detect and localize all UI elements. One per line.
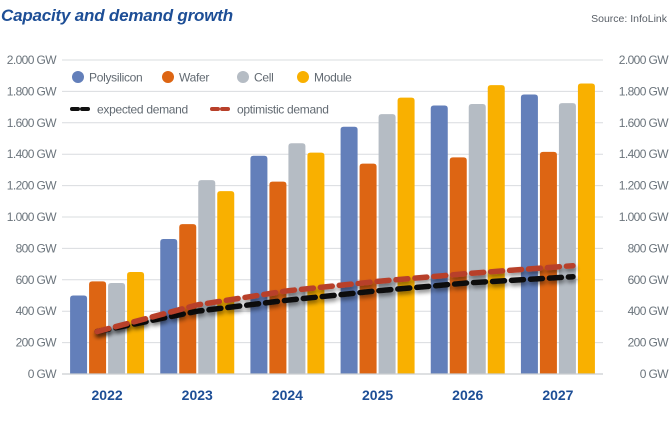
chart-title: Capacity and demand growth [1, 6, 233, 25]
y-tick-label-left: 1.600 GW [7, 116, 57, 130]
y-tick-label-left: 1.000 GW [7, 210, 57, 224]
source-note: Source: InfoLink [591, 13, 667, 25]
x-tick-label: 2026 [452, 387, 483, 403]
bar-wafer-2027 [539, 151, 557, 374]
legend-marker-module [297, 71, 309, 83]
legend-item-wafer: Wafer [162, 71, 210, 85]
legend-item-optimistic-demand: optimistic demand [210, 103, 329, 117]
bar-wafer-2024 [269, 181, 287, 374]
legend-item-cell: Cell [237, 71, 274, 85]
y-tick-label-right: 1.200 GW [619, 179, 669, 193]
y-tick-label-left: 2.000 GW [7, 53, 57, 67]
bar-wafer-2026 [449, 157, 467, 374]
y-tick-label-right: 200 GW [628, 336, 669, 350]
y-tick-label-left: 1.200 GW [7, 179, 57, 193]
legend-label: Cell [254, 71, 273, 85]
y-tick-label-right: 0 GW [640, 367, 669, 381]
y-tick-label-right: 1.800 GW [619, 84, 669, 98]
bar-polysilicon-2025 [340, 126, 358, 374]
y-tick-label-left: 400 GW [16, 304, 58, 318]
x-axis: 2022 2023 2024 2025 2026 2027 [62, 373, 603, 403]
legend: Polysilicon Wafer Cell Module expected deman… [70, 71, 352, 117]
bar-cell-2026 [468, 103, 486, 375]
y-tick-label-left: 1.400 GW [7, 147, 57, 161]
bars [70, 83, 595, 375]
bar-cell-2025 [378, 114, 396, 374]
bar-wafer-2023 [179, 224, 197, 374]
legend-label: Module [314, 71, 352, 85]
bar-module-2023 [217, 191, 235, 374]
x-tick-label: 2022 [92, 387, 123, 403]
x-tick-label: 2024 [272, 387, 303, 403]
y-tick-label-left: 1.800 GW [7, 84, 57, 98]
legend-marker-wafer [162, 71, 174, 83]
y-tick-label-left: 600 GW [16, 273, 58, 287]
y-tick-label-right: 2.000 GW [619, 53, 669, 67]
legend-item-module: Module [297, 71, 352, 85]
y-tick-label-right: 1.000 GW [619, 210, 669, 224]
y-tick-label-left: 800 GW [16, 241, 58, 255]
bar-wafer-2025 [359, 163, 377, 374]
y-tick-label-right: 600 GW [628, 273, 669, 287]
y-tick-label-right: 800 GW [628, 241, 669, 255]
legend-label: expected demand [97, 103, 188, 117]
legend-label: optimistic demand [237, 103, 329, 117]
bar-cell-2023 [198, 180, 216, 374]
legend-label: Wafer [179, 71, 209, 85]
legend-label: Polysilicon [89, 71, 142, 85]
legend-marker-polysilicon [72, 71, 84, 83]
x-tick-label: 2025 [362, 387, 393, 403]
bar-cell-2027 [558, 103, 576, 375]
demand-lines [94, 262, 576, 335]
bar-polysilicon-2026 [430, 105, 448, 374]
bar-module-2027 [577, 83, 595, 375]
legend-marker-cell [237, 71, 249, 83]
bar-polysilicon-2024 [250, 155, 268, 374]
x-tick-label: 2027 [542, 387, 573, 403]
y-tick-label-left: 0 GW [28, 367, 58, 381]
x-tick-label: 2023 [182, 387, 213, 403]
bar-module-2024 [307, 152, 325, 374]
bar-polysilicon-2027 [520, 94, 538, 374]
line-expected-demand [94, 273, 576, 335]
gridlines [62, 59, 603, 375]
legend-item-polysilicon: Polysilicon [72, 71, 143, 85]
bar-polysilicon-2022 [70, 295, 88, 374]
y-axis-left: 0 GW 200 GW 400 GW 600 GW 800 GW 1.000 GW 1.20… [7, 53, 58, 381]
line-optimistic-demand [94, 262, 576, 335]
bar-polysilicon-2023 [160, 238, 178, 374]
bar-module-2026 [487, 85, 505, 375]
y-tick-label-right: 400 GW [628, 304, 669, 318]
bar-wafer-2022 [89, 281, 107, 374]
y-tick-label-right: 1.400 GW [619, 147, 669, 161]
y-tick-label-left: 200 GW [16, 336, 58, 350]
bar-cell-2024 [288, 143, 306, 374]
y-axis-right: 0 GW 200 GW 400 GW 600 GW 800 GW 1.000 GW 1.20… [619, 53, 669, 381]
legend-item-expected-demand: expected demand [70, 103, 188, 117]
y-tick-label-right: 1.600 GW [619, 116, 669, 130]
bar-module-2025 [397, 97, 415, 375]
